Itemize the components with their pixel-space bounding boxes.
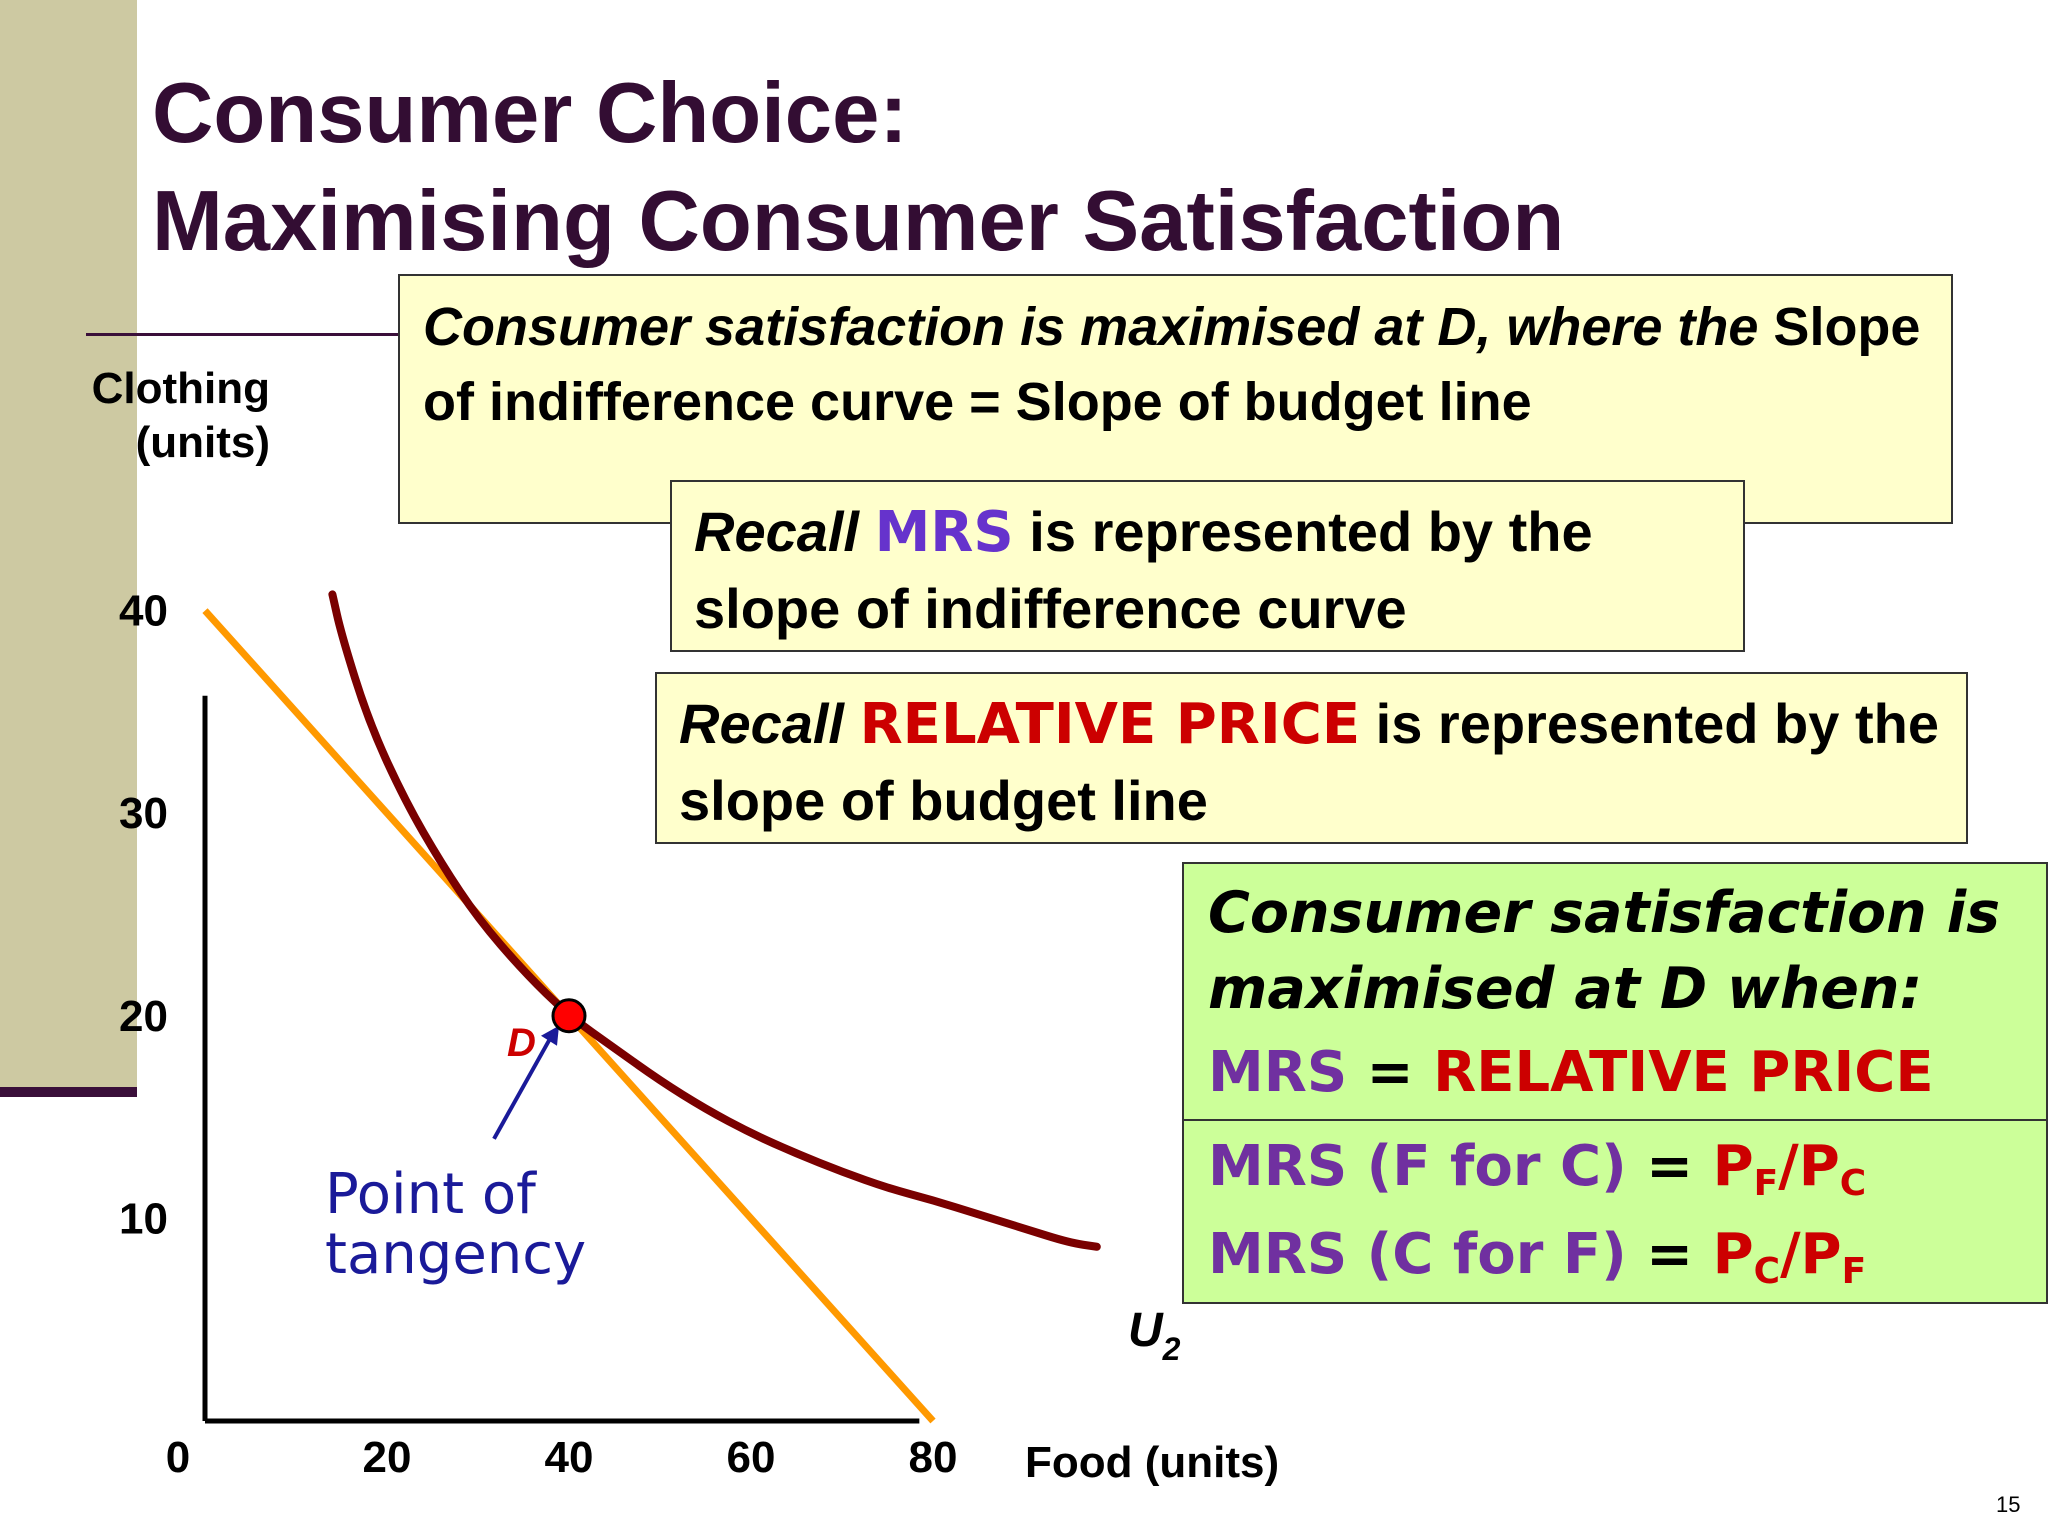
x-tick-label: 0 <box>166 1433 190 1482</box>
summary-equation-c-for-f: MRS (C for F) = PC/PF <box>1208 1220 1866 1290</box>
equals-2: = <box>1627 1222 1713 1287</box>
curve-u2-subscript: 2 <box>1162 1331 1181 1367</box>
y-tick-label: 10 <box>119 1194 168 1243</box>
callout-relative-price-recall: Recall RELATIVE PRICE is represented by … <box>655 672 1968 844</box>
callout-rp-recall-word: Recall <box>679 692 844 755</box>
price-p: P <box>1713 1222 1754 1287</box>
summary-divider <box>1184 1119 2046 1121</box>
callout-rp-term: RELATIVE PRICE <box>860 692 1361 757</box>
summary-equation-f-for-c: MRS (F for C) = PF/PC <box>1208 1132 1866 1202</box>
annotation-line-1: Point of <box>325 1162 537 1227</box>
callout-tangency-intro: Consumer satisfaction is maximised at D,… <box>423 297 1758 357</box>
y-tick-label: 30 <box>119 789 168 838</box>
condition-summary-box: Consumer satisfaction is maximised at D … <box>1182 862 2048 1304</box>
y-tick-label: 20 <box>119 992 168 1041</box>
price-ratio-pc-pf: PC/PF <box>1713 1222 1867 1287</box>
mrs-f-for-c: MRS (F for C) <box>1208 1134 1627 1199</box>
summary-line-1: Consumer satisfaction is <box>1208 878 2000 948</box>
price-slash-p: /P <box>1780 1222 1842 1287</box>
price-p: P <box>1713 1134 1754 1199</box>
subscript-f: F <box>1842 1251 1867 1292</box>
curve-u2-label: U2 <box>1128 1304 1181 1367</box>
point-d-label: D <box>507 1021 536 1065</box>
equals-1: = <box>1627 1134 1713 1199</box>
x-tick-label: 60 <box>727 1433 776 1482</box>
price-ratio-pf-pc: PF/PC <box>1713 1134 1867 1199</box>
subscript-c: C <box>1754 1251 1780 1292</box>
tangency-point-d <box>553 1000 585 1032</box>
page-number: 15 <box>1996 1492 2020 1518</box>
subscript-f: F <box>1754 1163 1779 1204</box>
summary-relative-price: RELATIVE PRICE <box>1433 1040 1934 1105</box>
summary-line-2: maximised at D when: <box>1208 954 1922 1024</box>
x-tick-label: 40 <box>545 1433 594 1482</box>
x-tick-label: 20 <box>363 1433 412 1482</box>
y-tick-label: 40 <box>119 587 168 636</box>
summary-equals: = <box>1347 1040 1433 1105</box>
subscript-c: C <box>1840 1163 1866 1204</box>
annotation-line-2: tangency <box>325 1222 586 1287</box>
x-tick-label: 80 <box>909 1433 958 1482</box>
callout-mrs-recall: Recall MRS is represented by the slope o… <box>670 480 1745 652</box>
mrs-c-for-f: MRS (C for F) <box>1208 1222 1627 1287</box>
callout-mrs-recall-word: Recall <box>694 500 859 563</box>
summary-equation-main: MRS = RELATIVE PRICE <box>1208 1038 1934 1108</box>
callout-mrs-term: MRS <box>875 500 1014 565</box>
price-slash-p: /P <box>1778 1134 1840 1199</box>
summary-mrs: MRS <box>1208 1040 1347 1105</box>
